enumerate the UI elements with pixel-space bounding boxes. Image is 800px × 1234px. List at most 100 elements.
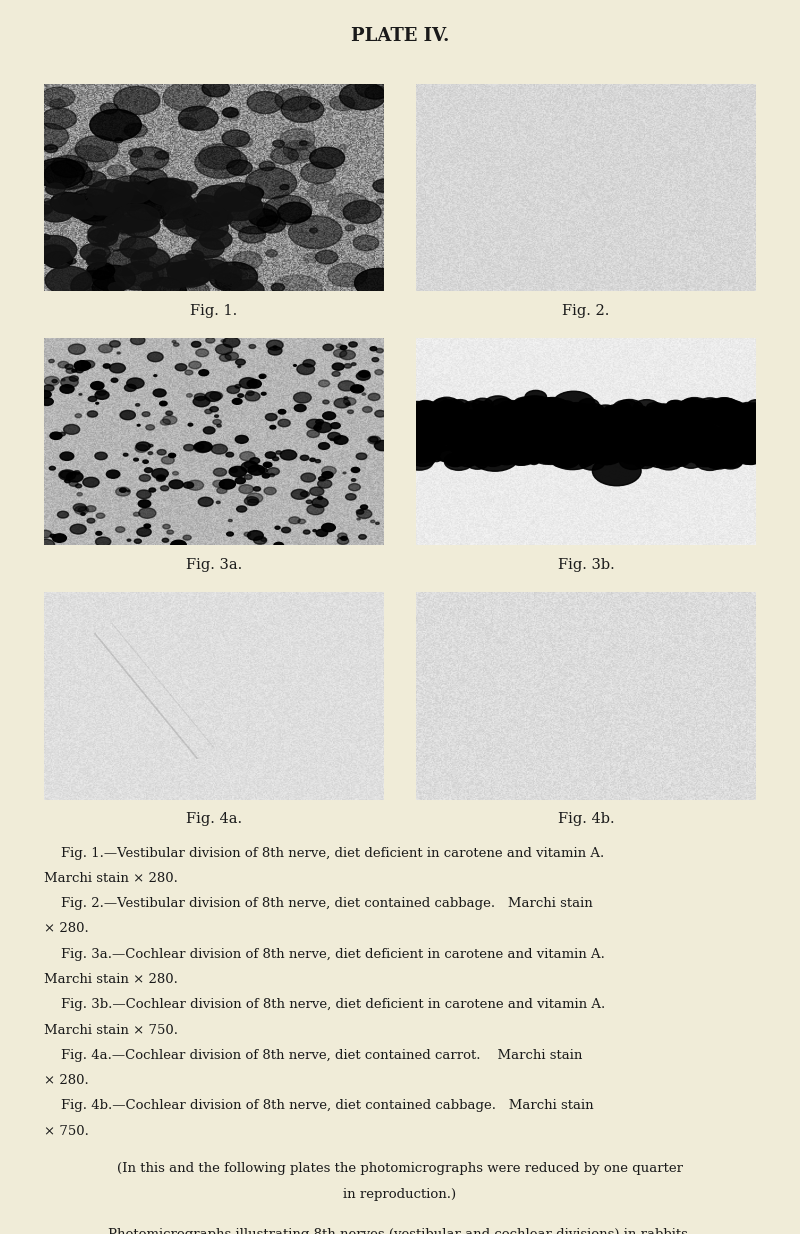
Circle shape [510,448,530,460]
Circle shape [558,429,585,445]
Circle shape [66,146,108,172]
Circle shape [45,252,73,269]
Circle shape [194,147,247,179]
Circle shape [724,412,743,424]
Circle shape [544,404,554,411]
Circle shape [303,531,310,534]
Circle shape [587,443,601,452]
Circle shape [203,427,215,434]
Circle shape [662,444,669,449]
Circle shape [415,450,426,458]
Text: Fig. 4a.: Fig. 4a. [186,812,242,826]
Circle shape [740,423,749,428]
Circle shape [135,404,140,406]
Circle shape [715,416,729,424]
Circle shape [209,262,258,291]
Circle shape [606,418,630,433]
Circle shape [558,423,574,433]
Circle shape [162,457,174,464]
Text: Fig. 1.—Vestibular division of 8th nerve, diet deficient in carotene and vitamin: Fig. 1.—Vestibular division of 8th nerve… [44,847,604,860]
Circle shape [266,413,277,421]
Circle shape [655,453,682,470]
Circle shape [730,402,741,408]
Circle shape [154,375,157,376]
Circle shape [629,437,647,449]
Circle shape [536,444,552,453]
Circle shape [699,438,724,453]
Circle shape [226,532,234,536]
Circle shape [698,410,718,421]
Circle shape [566,423,580,432]
Circle shape [577,439,587,447]
Circle shape [199,194,207,200]
Circle shape [278,202,311,223]
Circle shape [536,449,542,453]
Circle shape [654,438,670,447]
Circle shape [515,428,535,441]
Circle shape [619,417,640,431]
Circle shape [122,260,164,286]
Circle shape [415,421,444,438]
Circle shape [521,404,537,413]
Circle shape [498,407,526,424]
Circle shape [214,415,218,417]
Circle shape [235,478,246,484]
Circle shape [553,391,595,417]
Circle shape [169,454,174,457]
Circle shape [315,459,321,463]
Text: Fig. 1.: Fig. 1. [190,304,238,317]
Circle shape [550,439,558,444]
Circle shape [651,415,666,423]
Circle shape [314,422,332,433]
Circle shape [505,421,532,437]
Circle shape [627,410,639,417]
Circle shape [662,404,682,416]
Circle shape [140,185,154,194]
Circle shape [689,423,718,441]
Circle shape [420,421,439,432]
Circle shape [254,537,266,544]
Circle shape [503,426,514,432]
Circle shape [457,439,470,448]
Circle shape [548,418,558,423]
Circle shape [70,481,78,486]
Circle shape [680,434,706,449]
Circle shape [649,423,654,426]
Circle shape [291,490,307,500]
Circle shape [525,427,546,441]
Circle shape [430,455,436,460]
Circle shape [427,404,456,421]
Circle shape [500,408,526,424]
Circle shape [263,195,312,225]
Circle shape [636,437,665,454]
Circle shape [86,262,114,279]
Circle shape [576,413,594,424]
Circle shape [338,537,349,544]
Circle shape [742,406,753,412]
Circle shape [718,427,743,442]
Circle shape [76,368,83,373]
Circle shape [330,438,334,441]
Circle shape [501,422,516,432]
Circle shape [450,402,458,407]
Circle shape [486,434,500,443]
Circle shape [45,160,92,189]
Circle shape [483,424,499,434]
Circle shape [726,447,732,450]
Circle shape [714,438,726,445]
Circle shape [598,450,619,463]
Circle shape [609,418,634,434]
Circle shape [153,389,166,397]
Circle shape [583,437,594,443]
Circle shape [438,400,466,416]
Circle shape [548,402,574,418]
Circle shape [373,179,394,193]
Circle shape [539,428,556,439]
Circle shape [455,413,482,431]
Circle shape [144,524,150,528]
Circle shape [722,422,739,433]
Circle shape [533,439,558,455]
Circle shape [556,411,574,422]
Circle shape [191,342,201,347]
Circle shape [310,487,324,496]
